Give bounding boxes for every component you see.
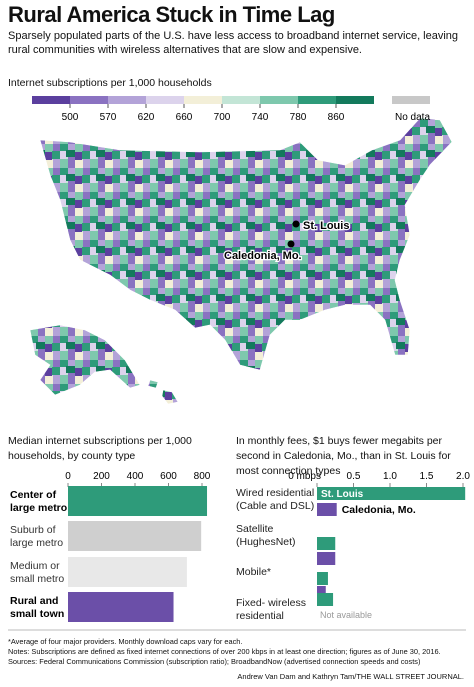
bar	[68, 592, 174, 622]
chart-title: Median internet subscriptions per 1,000 …	[8, 435, 192, 462]
legend-title: Internet subscriptions per 1,000 househo…	[8, 77, 212, 89]
y-tick-label: Center of large metro	[10, 489, 67, 514]
annotation: Not available	[320, 610, 372, 620]
legend-swatch	[298, 96, 336, 104]
legend-swatch	[70, 96, 108, 104]
x-tick-label: 2.0	[456, 471, 470, 482]
legend-swatch	[184, 96, 222, 104]
x-tick-label: 600	[160, 471, 177, 482]
legend-swatch	[146, 96, 184, 104]
bar	[317, 537, 336, 550]
bar	[68, 486, 208, 516]
bar	[317, 586, 326, 599]
map-label: Caledonia, Mo.	[224, 250, 302, 262]
legend-swatch	[336, 96, 374, 104]
city-dot	[287, 240, 295, 248]
y-tick-label: Fixed- wireless residential	[236, 597, 306, 622]
bar	[317, 487, 466, 500]
y-tick-label: Satellite (HughesNet)	[236, 523, 296, 548]
legend-tick-label: 620	[138, 112, 155, 123]
x-tick-label: 1.0	[383, 471, 397, 482]
bar	[317, 572, 328, 585]
note: Sources: Federal Communications Commissi…	[8, 657, 421, 666]
bar	[68, 557, 187, 587]
legend-swatch	[260, 96, 298, 104]
y-tick-label: Suburb of large metro	[10, 524, 63, 549]
bar	[317, 552, 336, 565]
map-label: St. Louis	[303, 220, 349, 232]
x-tick-label: 400	[127, 471, 144, 482]
legend-tick-label: 860	[328, 112, 345, 123]
x-tick-label: 1.5	[420, 471, 434, 482]
bar	[317, 503, 337, 516]
notes: *Average of four major providers. Monthl…	[8, 637, 470, 667]
legend-swatch	[32, 96, 70, 104]
x-tick-label: 0	[65, 471, 71, 482]
credit: Andrew Van Dam and Kathryn Tam/THE WALL …	[237, 672, 464, 681]
x-tick-label: 0 mbps	[288, 471, 321, 482]
legend-label: Caledonia, Mo.	[342, 504, 416, 516]
legend-tick-label: 780	[290, 112, 307, 123]
city-dot	[292, 220, 300, 228]
legend-tick-label: 500	[62, 112, 79, 123]
legend-tick-label: 570	[100, 112, 117, 123]
hawaii	[147, 379, 179, 405]
legend-tick-label: 660	[176, 112, 193, 123]
map	[29, 117, 453, 405]
note: Notes: Subscriptions are defined as fixe…	[8, 647, 441, 656]
bar	[317, 593, 334, 606]
chart-title: In monthly fees, $1 buys fewer megabits …	[236, 435, 451, 477]
x-tick-label: 0.5	[347, 471, 361, 482]
note: *Average of four major providers. Monthl…	[8, 637, 243, 646]
title: Rural America Stuck in Time Lag	[8, 2, 335, 27]
legend-tick-label: 740	[252, 112, 269, 123]
legend-label: No data	[395, 112, 430, 123]
legend-label: St. Louis	[321, 489, 364, 500]
y-tick-label: Rural and small town	[10, 595, 64, 620]
legend-tick-label: 700	[214, 112, 231, 123]
legend-swatch	[392, 96, 430, 104]
legend-swatch	[108, 96, 146, 104]
y-tick-label: Mobile*	[236, 566, 271, 578]
bar	[68, 521, 202, 551]
legend-swatch	[222, 96, 260, 104]
y-tick-label: Wired residential (Cable and DSL)	[236, 487, 314, 512]
x-tick-label: 800	[194, 471, 211, 482]
subtitle: Sparsely populated parts of the U.S. hav…	[8, 30, 459, 56]
y-tick-label: Medium or small metro	[10, 560, 64, 585]
alaska	[29, 324, 141, 396]
x-tick-label: 200	[93, 471, 110, 482]
us-map	[39, 117, 453, 371]
